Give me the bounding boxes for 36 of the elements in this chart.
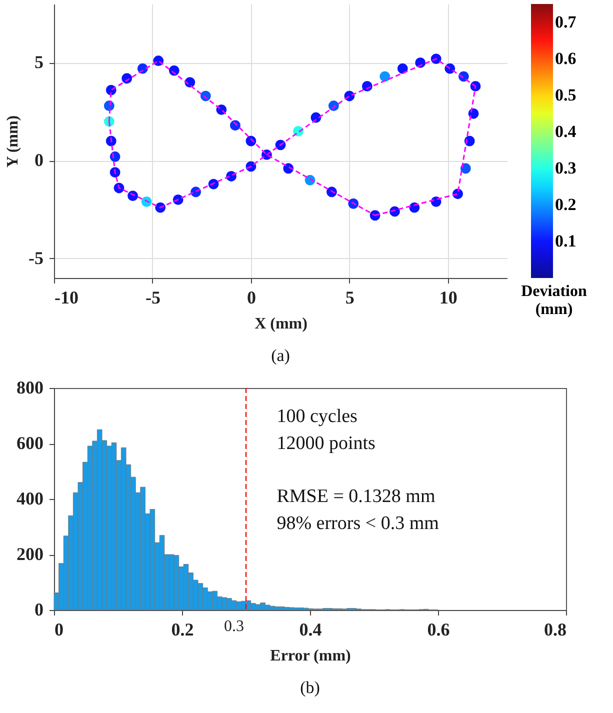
x-tick-label: -5 [145, 288, 160, 308]
x-tick-label: 0.6 [427, 620, 450, 640]
x-tick-label: 0.2 [171, 620, 194, 640]
x-axis-title: X (mm) [254, 316, 308, 332]
x-tick-label: 5 [345, 288, 354, 308]
annotation: 98% errors < 0.3 mm [276, 513, 440, 534]
color-bar-label: 0.7 [555, 12, 577, 32]
y-tick-label: 400 [16, 488, 44, 508]
y-tick-label: 0 [34, 600, 44, 620]
y-tick-label: 0 [34, 150, 44, 170]
x-tick-label: 10 [439, 288, 458, 308]
ref-line-label: 0.3 [224, 618, 244, 635]
text: (b) [300, 678, 320, 697]
y-tick-label: 800 [16, 378, 44, 398]
text: (a) [271, 346, 290, 365]
y-tick-label: 600 [16, 433, 44, 453]
x-axis-title: Error (mm) [270, 648, 351, 664]
color-bar-label: 0.3 [555, 158, 576, 178]
x-tick-label: 0 [54, 620, 64, 640]
y-tick-label: 5 [34, 52, 44, 72]
annotation: RMSE = 0.1328 mm [276, 486, 436, 507]
y-tick-label: 200 [16, 544, 44, 564]
annotation: 12000 points [276, 433, 376, 454]
color-bar-label: 0.2 [555, 194, 576, 214]
color-bar-title: Deviation (mm) [521, 283, 587, 318]
color-bar-label: 0.6 [555, 48, 576, 68]
color-bar-label: 0.1 [555, 231, 576, 250]
x-tick-label: 0 [246, 288, 256, 308]
color-bar-label: 0.5 [555, 85, 576, 104]
x-tick-label: -10 [54, 288, 78, 308]
x-tick-label: 0.4 [299, 620, 322, 640]
color-bar-label: 0.4 [555, 122, 577, 141]
annotation: 100 cycles [276, 406, 358, 427]
y-tick-label: -5 [28, 248, 44, 268]
y-axis-title: Y (mm) [4, 115, 22, 168]
x-tick-label: 0.8 [544, 620, 566, 640]
